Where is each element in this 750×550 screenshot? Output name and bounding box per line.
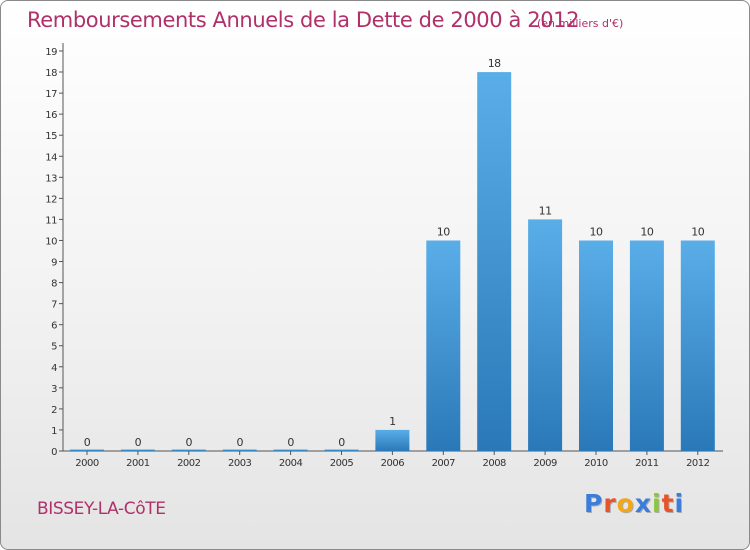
- y-tick-label: 19: [45, 47, 57, 58]
- logo-letter: P: [584, 489, 604, 518]
- y-tick-label: 14: [45, 152, 57, 163]
- proxiti-logo: Proxiti: [584, 489, 684, 518]
- bar: [579, 240, 613, 451]
- x-tick-label: 2004: [279, 458, 303, 469]
- y-tick-label: 5: [51, 342, 57, 353]
- bar: [477, 72, 512, 451]
- bar-value-label: 10: [691, 226, 704, 239]
- y-tick-label: 6: [51, 321, 57, 332]
- x-tick-label: 2001: [126, 458, 150, 469]
- bar: [375, 429, 410, 451]
- bar: [629, 240, 664, 451]
- y-tick-label: 17: [45, 89, 57, 100]
- x-tick-label: 2011: [635, 458, 659, 469]
- y-tick-label: 3: [51, 384, 57, 395]
- y-tick-label: 12: [45, 194, 57, 205]
- y-tick-label: 13: [45, 173, 57, 184]
- bar-value-label: 10: [437, 226, 450, 239]
- chart-title: Remboursements Annuels de la Dette de 20…: [27, 8, 580, 32]
- x-tick-label: 2012: [686, 458, 710, 469]
- logo-letter: i: [674, 489, 685, 518]
- bar-value-label: 0: [135, 436, 142, 449]
- y-tick-label: 4: [51, 363, 57, 374]
- bar: [324, 449, 359, 451]
- bar-value-label: 18: [488, 57, 501, 70]
- y-tick-label: 16: [45, 110, 57, 121]
- logo-letter: r: [603, 489, 617, 518]
- logo-letter: t: [661, 489, 675, 518]
- bar: [273, 449, 308, 451]
- y-tick-label: 15: [45, 131, 57, 142]
- bar-value-label: 0: [287, 436, 294, 449]
- y-tick-label: 18: [45, 68, 57, 79]
- y-tick-label: 1: [51, 426, 57, 437]
- bar: [171, 449, 206, 451]
- bar: [680, 240, 715, 451]
- bar: [70, 449, 104, 451]
- bar-value-label: 0: [84, 436, 91, 449]
- bar: [426, 240, 461, 451]
- bar-value-label: 0: [186, 436, 193, 449]
- bar: [120, 449, 155, 451]
- x-tick-label: 2006: [381, 458, 405, 469]
- x-tick-label: 2002: [177, 458, 201, 469]
- bar-value-label: 10: [640, 226, 653, 239]
- bar-value-label: 11: [539, 204, 552, 217]
- y-tick-label: 11: [45, 215, 57, 226]
- bar-value-label: 0: [236, 436, 243, 449]
- bar-value-label: 0: [338, 436, 345, 449]
- x-tick-label: 2008: [482, 458, 506, 469]
- x-tick-label: 2009: [533, 458, 557, 469]
- y-tick-label: 0: [51, 447, 57, 458]
- bar-value-label: 10: [590, 226, 603, 239]
- commune-name: BISSEY-LA-CôTE: [37, 499, 166, 519]
- logo-letter: x: [634, 489, 652, 518]
- y-tick-label: 7: [51, 300, 57, 311]
- bar: [528, 219, 563, 451]
- y-tick-label: 9: [51, 258, 57, 269]
- x-tick-label: 2007: [432, 458, 456, 469]
- x-tick-label: 2003: [228, 458, 252, 469]
- y-tick-label: 10: [45, 236, 57, 247]
- x-tick-label: 2000: [75, 458, 99, 469]
- y-tick-label: 8: [51, 279, 57, 290]
- bar: [222, 449, 257, 451]
- x-tick-label: 2005: [330, 458, 354, 469]
- y-tick-label: 2: [51, 405, 57, 416]
- logo-letter: o: [616, 489, 635, 518]
- logo-letter: i: [652, 489, 662, 518]
- chart-subtitle: (en milliers d'€): [537, 17, 624, 30]
- bar-value-label: 1: [389, 415, 396, 428]
- x-tick-label: 2010: [584, 458, 608, 469]
